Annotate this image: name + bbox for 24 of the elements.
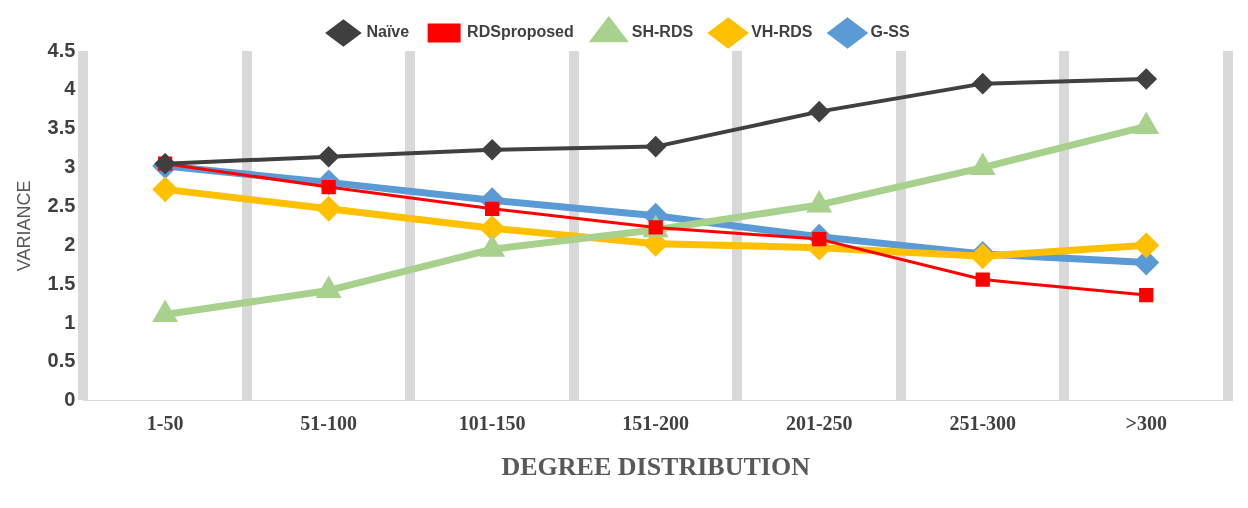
y-tick-label: 4.5 bbox=[47, 38, 76, 61]
y-tick-label: 2.5 bbox=[47, 193, 76, 216]
x-tick-label: 151-200 bbox=[622, 411, 690, 434]
legend-label: VH-RDS bbox=[751, 23, 813, 41]
y-tick-label: 3 bbox=[64, 155, 76, 178]
legend-label: SH-RDS bbox=[631, 23, 694, 41]
y-tick-label: 0.5 bbox=[47, 349, 76, 372]
x-tick-label: 201-250 bbox=[785, 411, 853, 434]
y-axis-title: VARIANCE bbox=[13, 180, 34, 272]
y-tick-label: 4 bbox=[64, 77, 77, 100]
legend-label: G-SS bbox=[870, 23, 910, 41]
y-tick-label: 1.5 bbox=[47, 271, 76, 294]
legend-label: RDSproposed bbox=[467, 23, 574, 41]
y-tick-label: 2 bbox=[64, 232, 76, 255]
x-tick-label: 101-150 bbox=[458, 411, 526, 434]
x-tick-label: 51-100 bbox=[300, 411, 358, 434]
y-tick-label: 3.5 bbox=[47, 116, 76, 139]
x-tick-label: 251-300 bbox=[949, 411, 1017, 434]
x-tick-label: 1-50 bbox=[146, 411, 184, 434]
x-axis-title: DEGREE DISTRIBUTION bbox=[501, 452, 811, 482]
y-tick-label: 1 bbox=[64, 310, 76, 333]
legend-label: Naïve bbox=[366, 23, 410, 41]
x-tick-label: >300 bbox=[1125, 411, 1167, 434]
y-tick-label: 0 bbox=[64, 388, 76, 411]
